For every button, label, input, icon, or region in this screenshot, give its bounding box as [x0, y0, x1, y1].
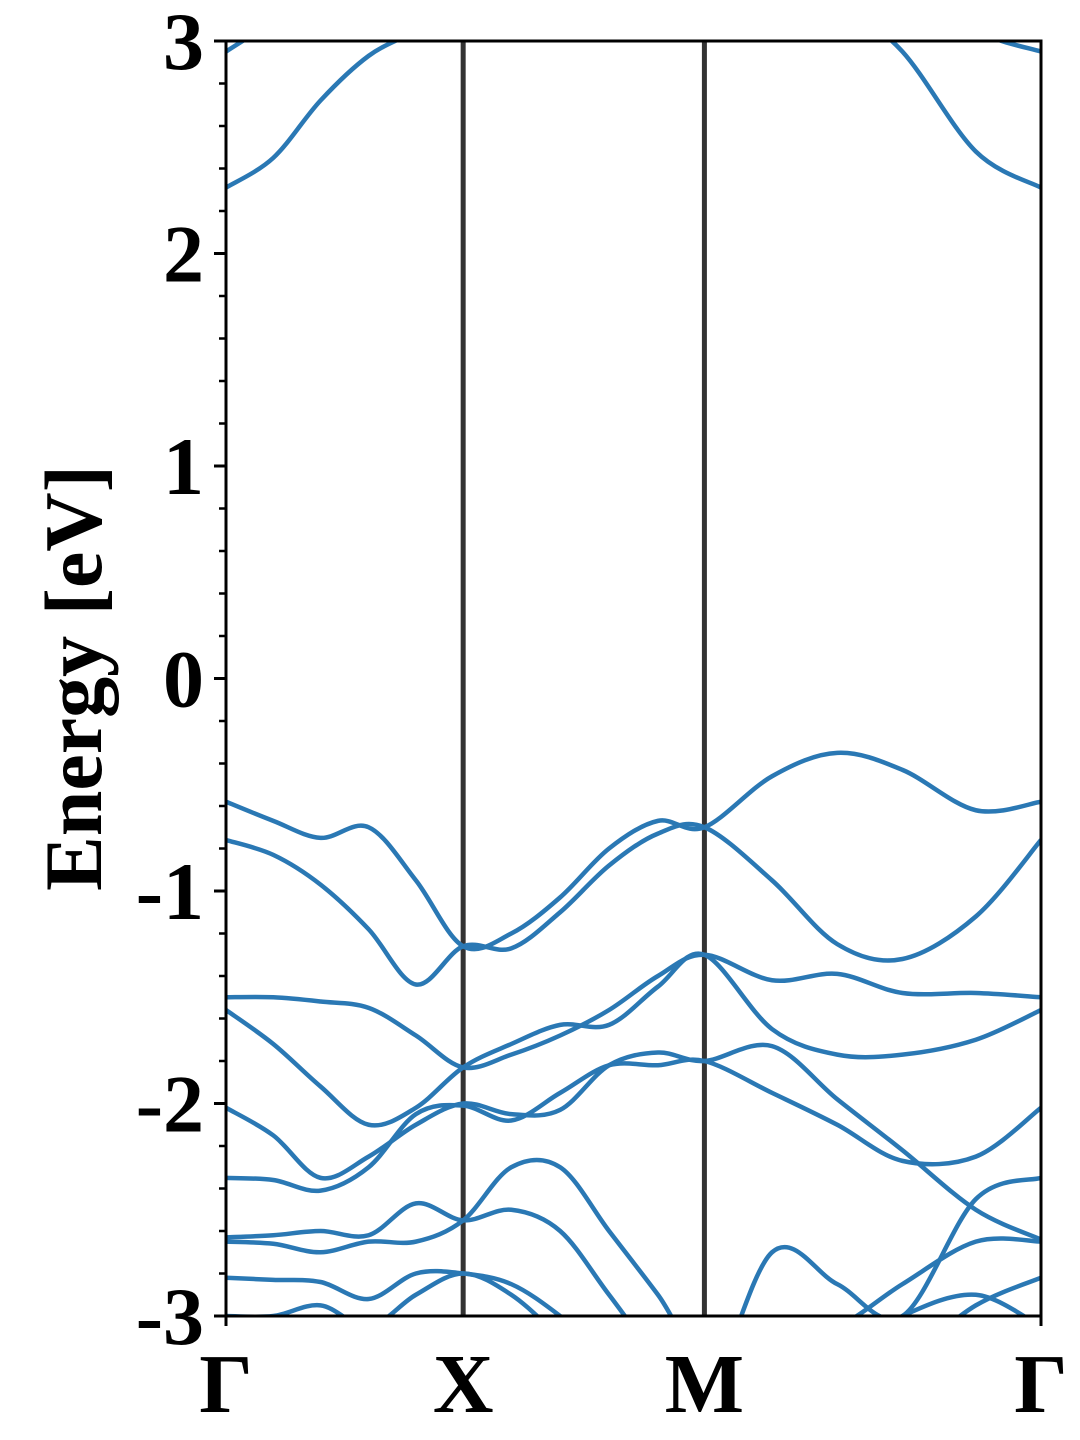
x-tick-label: M: [665, 1338, 744, 1431]
y-tick-label: 0: [163, 634, 204, 725]
plot-frame: [224, 39, 1043, 1318]
band-line: [226, 1157, 1041, 1316]
y-tick-label: -3: [136, 1271, 204, 1362]
y-tick-label: 2: [163, 209, 204, 300]
band-line: [226, 1268, 1041, 1316]
y-axis-label: Energy [eV]: [28, 465, 119, 891]
band-line: [226, 1057, 1041, 1194]
band-line: [226, 952, 1041, 1071]
y-tick-label: 1: [163, 421, 204, 512]
band-line: [226, 41, 1041, 54]
y-tick-label: -2: [136, 1059, 204, 1150]
band-line: [226, 1175, 1041, 1316]
x-tick-label: Γ: [199, 1338, 252, 1431]
y-tick-label: -1: [136, 846, 204, 937]
band-line: [226, 951, 1041, 1128]
band-line: [226, 1042, 1041, 1242]
x-tick-label: Γ: [1014, 1338, 1067, 1431]
bands: [226, 41, 1041, 1316]
band-line: [226, 41, 1041, 190]
x-tick-label: X: [433, 1338, 494, 1431]
y-tick-label: 3: [163, 0, 204, 87]
band-line: [226, 821, 1041, 987]
band-line: [226, 750, 1041, 952]
